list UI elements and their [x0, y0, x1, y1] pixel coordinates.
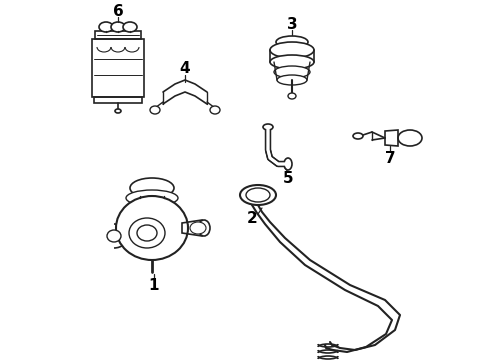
Ellipse shape — [99, 22, 113, 32]
Ellipse shape — [240, 185, 276, 205]
Text: 6: 6 — [113, 4, 123, 18]
Ellipse shape — [210, 106, 220, 114]
Ellipse shape — [263, 124, 273, 130]
Ellipse shape — [107, 230, 121, 242]
Ellipse shape — [150, 106, 160, 114]
Text: 3: 3 — [287, 17, 297, 32]
Ellipse shape — [126, 190, 178, 206]
Text: 2: 2 — [246, 211, 257, 225]
Ellipse shape — [246, 188, 270, 202]
Ellipse shape — [284, 158, 292, 170]
Ellipse shape — [277, 75, 307, 85]
Ellipse shape — [130, 178, 174, 198]
Ellipse shape — [137, 225, 157, 241]
Ellipse shape — [111, 22, 125, 32]
Ellipse shape — [276, 36, 308, 48]
Ellipse shape — [398, 130, 422, 146]
Ellipse shape — [190, 222, 206, 234]
Ellipse shape — [270, 55, 314, 69]
Text: 5: 5 — [283, 171, 294, 185]
Ellipse shape — [129, 218, 165, 248]
Text: 4: 4 — [180, 60, 190, 76]
Ellipse shape — [198, 220, 210, 236]
Ellipse shape — [288, 93, 296, 99]
Ellipse shape — [115, 109, 121, 113]
Ellipse shape — [116, 196, 188, 260]
Ellipse shape — [353, 133, 363, 139]
Text: 7: 7 — [385, 150, 395, 166]
Ellipse shape — [270, 42, 314, 58]
Ellipse shape — [274, 66, 310, 78]
Text: 1: 1 — [149, 279, 159, 293]
Ellipse shape — [123, 22, 137, 32]
